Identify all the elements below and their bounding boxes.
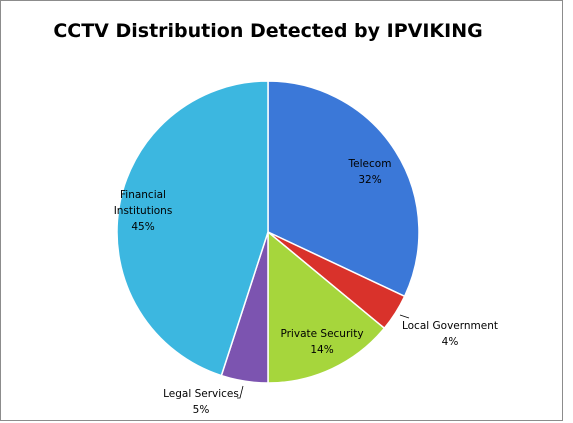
data-labels: Telecom 32% Local Government 4% Private Secu… bbox=[114, 158, 498, 416]
data-label-private-security: Private Security 14% bbox=[280, 328, 363, 356]
chart-title: CCTV Distribution Detected by IPVIKING bbox=[53, 20, 482, 42]
data-label-local-government: Local Government 4% bbox=[402, 320, 498, 348]
pie-slice-private-security bbox=[267, 231, 386, 384]
pie-slice-telecom bbox=[267, 80, 420, 298]
data-label-telecom: Telecom 32% bbox=[348, 158, 392, 186]
leader-line-local-government bbox=[399, 314, 410, 319]
pie-slice-financial-institutions bbox=[116, 80, 269, 377]
pie-slices bbox=[116, 80, 420, 384]
leader-lines bbox=[237, 314, 410, 399]
data-label-financial-institutions: Financial Institutions 45% bbox=[114, 189, 173, 233]
leader-line-legal-services bbox=[237, 385, 244, 399]
data-label-legal-services: Legal Services 5% bbox=[163, 388, 239, 416]
